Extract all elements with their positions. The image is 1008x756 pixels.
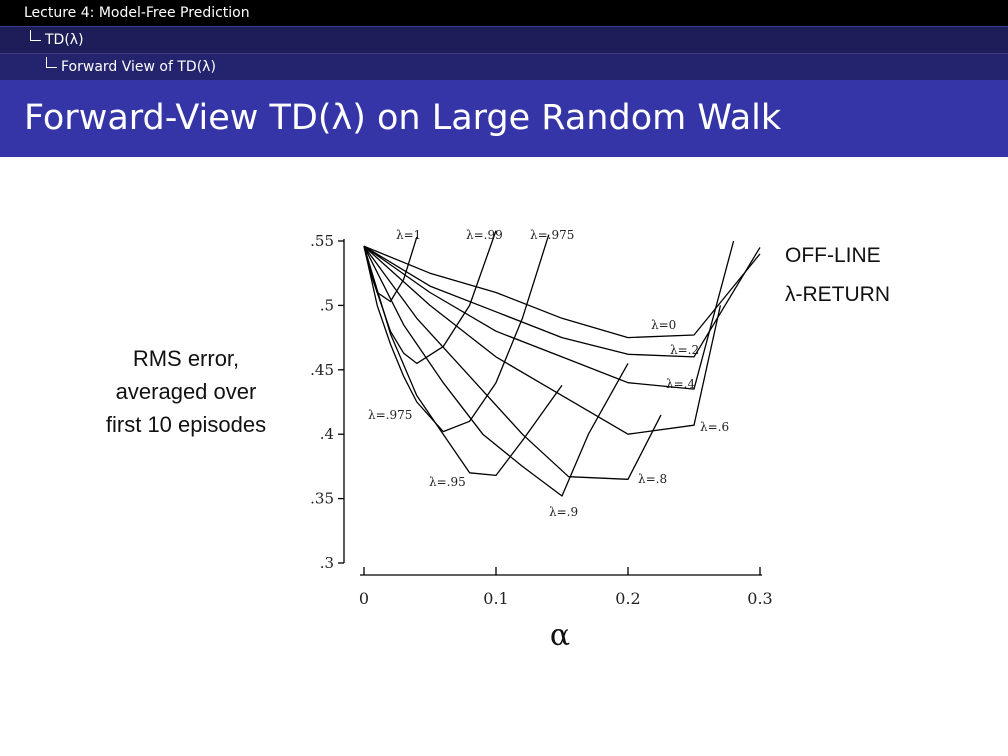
breadcrumb-subsection[interactable]: Forward View of TD(λ) — [0, 53, 1008, 80]
series-label: λ=.4 — [666, 377, 695, 391]
x-axis-label: α — [550, 618, 570, 653]
series-label: λ=.8 — [638, 472, 667, 486]
breadcrumb-lecture[interactable]: Lecture 4: Model-Free Prediction — [0, 0, 1008, 26]
chart-axes: .3 .35 .4 .45 .5 .55 0 0.1 0.2 0.3 — [310, 232, 773, 608]
off-line-annotation: λ-RETURN — [785, 283, 890, 306]
series-label: λ=0 — [651, 318, 676, 332]
off-line-annotation: OFF-LINE — [785, 244, 881, 267]
breadcrumb-lecture-label: Lecture 4: Model-Free Prediction — [24, 5, 250, 21]
y-tick-label: .55 — [310, 232, 334, 250]
series-line-λ=.95 — [363, 246, 563, 477]
breadcrumb-subsection-label: Forward View of TD(λ) — [61, 59, 216, 75]
series-line-λ=.2 — [363, 245, 761, 358]
series-line-λ=.4 — [363, 240, 735, 390]
chart-series — [363, 230, 761, 497]
x-tick-label: 0 — [359, 589, 369, 608]
breadcrumb-section[interactable]: TD(λ) — [0, 26, 1008, 53]
title-bar: Forward-View TD(λ) on Large Random Walk — [0, 80, 1008, 157]
series-line-λ=.9 — [363, 245, 629, 497]
x-tick-label: 0.3 — [747, 589, 772, 608]
chart-labels: α RMS error, averaged over first 10 episode… — [106, 228, 890, 653]
series-label: λ=.975 — [530, 228, 574, 242]
x-tick-label: 0.1 — [483, 589, 508, 608]
x-tick-label: 0.2 — [615, 589, 640, 608]
y-tick-label: .35 — [310, 490, 334, 508]
series-label: λ=.95 — [429, 475, 466, 489]
series-line-λ=.8 — [363, 245, 662, 480]
breadcrumb-section-label: TD(λ) — [45, 32, 84, 48]
series-label: λ=1 — [396, 228, 421, 242]
y-axis-label-line: first 10 episodes — [106, 412, 266, 437]
y-axis-label-line: RMS error, — [133, 346, 239, 371]
series-label: λ=.2 — [670, 343, 699, 357]
tree-corner-icon — [46, 57, 57, 68]
series-line-λ=0 — [363, 245, 761, 339]
slide-title: Forward-View TD(λ) on Large Random Walk — [24, 98, 782, 138]
series-label: λ=.9 — [549, 505, 578, 519]
y-tick-label: .4 — [320, 425, 334, 443]
y-tick-label: .5 — [320, 296, 334, 314]
series-label: λ=.975 — [368, 408, 412, 422]
series-label: λ=.99 — [466, 228, 503, 242]
series-line-λ=.975 — [363, 234, 550, 433]
y-tick-label: .3 — [320, 554, 334, 572]
y-axis-label-line: averaged over — [116, 379, 257, 404]
series-label: λ=.6 — [700, 420, 729, 434]
y-tick-label: .45 — [310, 361, 334, 379]
series-line-λ=.6 — [363, 245, 722, 435]
tree-corner-icon — [30, 30, 41, 41]
